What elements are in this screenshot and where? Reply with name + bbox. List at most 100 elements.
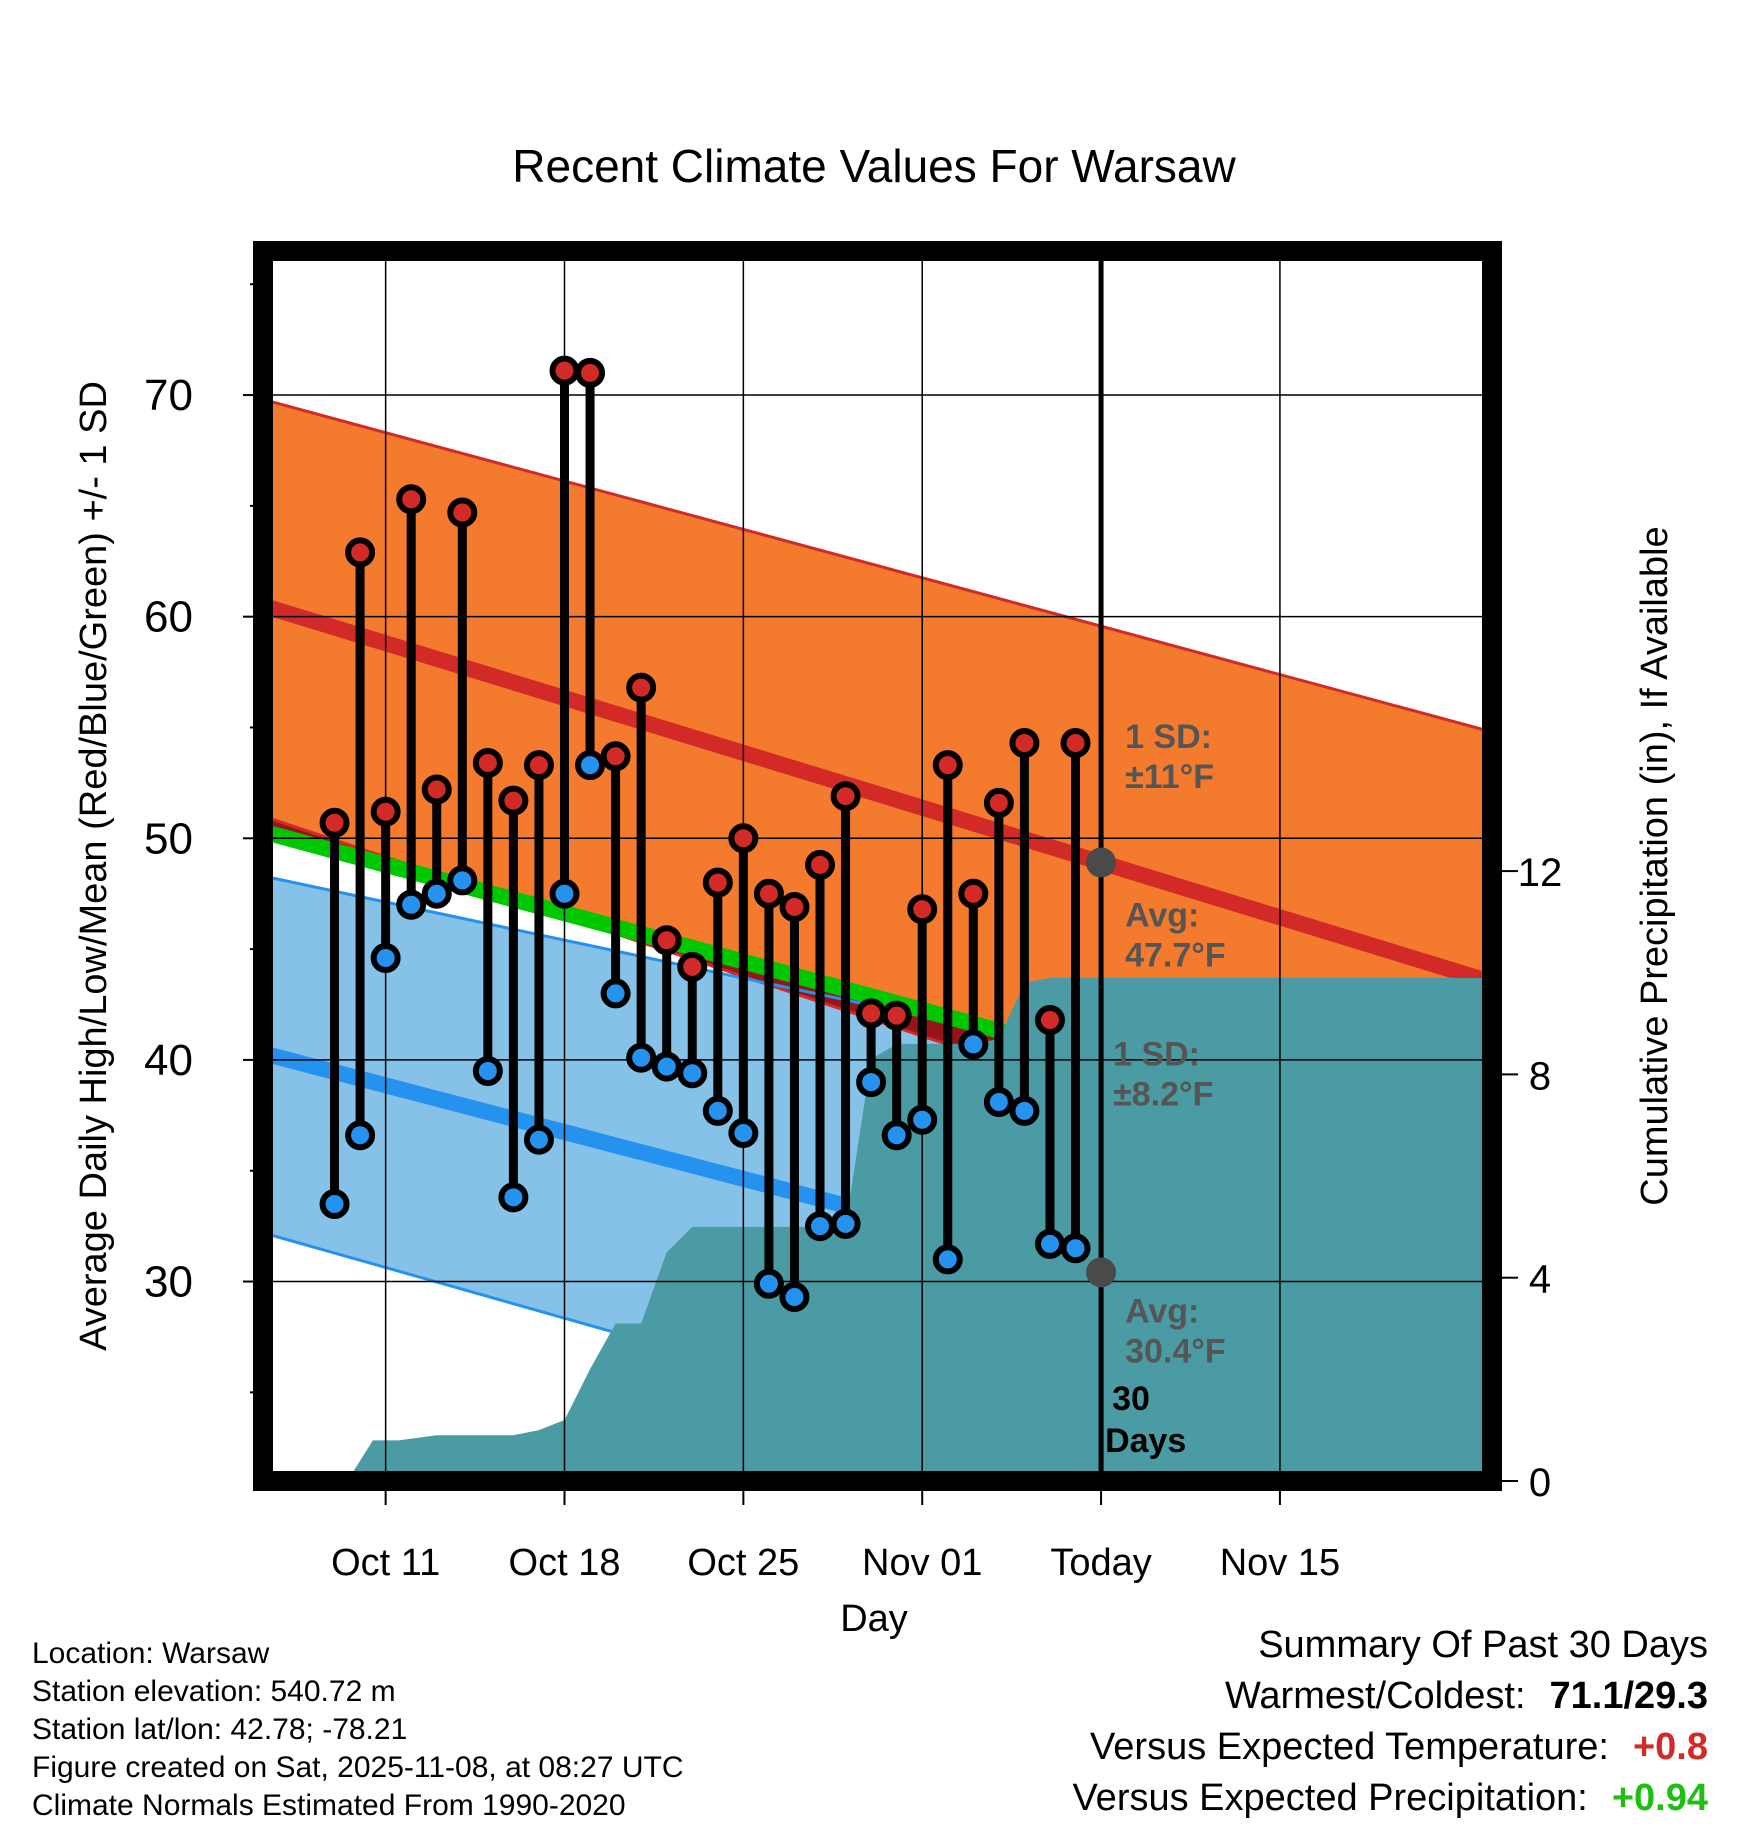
daily-high-marker xyxy=(728,823,759,854)
y-tick-label: 70 xyxy=(144,371,193,420)
low-avg-value-annotation: 30.4°F xyxy=(1125,1332,1226,1370)
daily-high-marker xyxy=(472,747,503,778)
daily-low-marker xyxy=(983,1087,1014,1118)
daily-high-marker xyxy=(753,878,784,909)
today-high-normal-marker xyxy=(1086,847,1117,878)
daily-low-marker xyxy=(753,1268,784,1299)
today-low-normal-marker xyxy=(1086,1257,1117,1288)
daily-low-marker xyxy=(907,1104,938,1135)
station-elevation: Station elevation: 540.72 m xyxy=(32,1675,396,1708)
daily-high-marker xyxy=(345,537,376,568)
daily-high-marker xyxy=(1009,728,1040,758)
climate-normals-period: Climate Normals Estimated From 1990-2020 xyxy=(32,1789,626,1822)
temp-departure-label: Versus Expected Temperature: xyxy=(1090,1726,1609,1768)
daily-high-marker xyxy=(447,497,478,528)
chart-title: Recent Climate Values For Warsaw xyxy=(512,140,1236,192)
summary-warm-cold: Warmest/Coldest: 71.1/29.3 xyxy=(1072,1671,1708,1722)
daily-low-marker xyxy=(575,750,606,781)
daily-low-marker xyxy=(600,978,631,1009)
y-tick-label: 30 xyxy=(144,1258,193,1307)
daily-low-marker xyxy=(881,1120,912,1151)
summary-heading: Summary Of Past 30 Days xyxy=(1258,1624,1708,1666)
y-tick-label: 50 xyxy=(144,814,193,863)
x-axis-label: Day xyxy=(840,1598,908,1640)
daily-high-marker xyxy=(498,785,529,816)
y-tick-label: 60 xyxy=(144,593,193,642)
daily-high-marker xyxy=(1060,728,1091,758)
x-tick-label: Today xyxy=(1050,1542,1151,1584)
figure-created: Figure created on Sat, 2025-11-08, at 08… xyxy=(32,1751,684,1784)
warm-cold-label: Warmest/Coldest: xyxy=(1224,1675,1526,1717)
daily-high-marker xyxy=(983,787,1014,818)
temp-departure-value: +0.8 xyxy=(1632,1726,1708,1768)
daily-high-marker xyxy=(523,750,554,781)
daily-low-marker xyxy=(728,1118,759,1149)
daily-high-marker xyxy=(1034,1005,1065,1036)
daily-low-marker xyxy=(702,1095,733,1126)
daily-high-marker xyxy=(805,849,836,880)
station-latlon: Station lat/lon: 42.78; -78.21 xyxy=(32,1713,408,1746)
daily-high-marker xyxy=(932,750,963,781)
y2-tick-label: 12 xyxy=(1518,851,1563,895)
daily-high-marker xyxy=(651,925,682,956)
high-avg-value-annotation: 47.7°F xyxy=(1125,937,1226,975)
daily-low-marker xyxy=(651,1051,682,1082)
precip-departure-label: Versus Expected Precipitation: xyxy=(1072,1777,1588,1819)
high-sd-upper-line xyxy=(263,398,1492,734)
plot-frame xyxy=(253,241,1502,1491)
low-avg-annotation: Avg: xyxy=(1125,1292,1199,1330)
daily-low-marker xyxy=(472,1056,503,1086)
y2-tick-label: 4 xyxy=(1529,1258,1551,1302)
daily-low-marker xyxy=(345,1120,376,1151)
daily-high-marker xyxy=(370,796,401,827)
daily-low-marker xyxy=(677,1058,708,1089)
x-tick-label: Oct 25 xyxy=(687,1542,799,1584)
high-sd-annotation: 1 SD: xyxy=(1125,718,1212,756)
daily-high-marker xyxy=(881,1000,912,1031)
daily-low-marker xyxy=(319,1188,350,1219)
summary-precipitation: Versus Expected Precipitation: +0.94 xyxy=(1072,1773,1708,1824)
daily-high-marker xyxy=(319,807,350,838)
daily-low-marker xyxy=(958,1029,989,1060)
daily-high-marker xyxy=(830,781,861,812)
daily-low-marker xyxy=(779,1282,810,1313)
y-axis-label: Average Daily High/Low/Mean (Red/Blue/Gr… xyxy=(73,381,115,1351)
daily-low-marker xyxy=(932,1244,963,1275)
high-avg-annotation: Avg: xyxy=(1125,897,1199,935)
daily-low-marker xyxy=(830,1208,861,1239)
high-average-line xyxy=(263,597,1492,991)
daily-low-marker xyxy=(370,942,401,973)
daily-high-marker xyxy=(575,357,606,388)
daily-high-marker xyxy=(779,892,810,922)
daily-low-marker xyxy=(1009,1095,1040,1126)
daily-low-marker xyxy=(447,865,478,896)
daily-low-marker xyxy=(396,889,427,920)
daily-high-marker xyxy=(677,951,708,982)
y-tick-label: 40 xyxy=(144,1036,193,1085)
days-word-annotation: Days xyxy=(1105,1422,1186,1460)
daily-low-marker xyxy=(856,1067,887,1098)
x-tick-label: Nov 15 xyxy=(1220,1542,1340,1584)
daily-high-marker xyxy=(600,741,631,772)
daily-high-marker xyxy=(702,867,733,898)
low-sd-value-annotation: ±8.2°F xyxy=(1113,1075,1213,1113)
daily-high-marker xyxy=(421,774,452,805)
daily-low-marker xyxy=(1034,1228,1065,1259)
x-tick-label: Oct 18 xyxy=(509,1542,621,1584)
y2-axis-label: Cumulative Precipitation (in), If Availa… xyxy=(1634,526,1676,1205)
daily-high-marker xyxy=(907,894,938,925)
daily-low-marker xyxy=(626,1042,657,1073)
daily-low-marker xyxy=(1060,1233,1091,1264)
y2-tick-label: 8 xyxy=(1529,1054,1551,1098)
daily-low-marker xyxy=(498,1182,529,1213)
precip-departure-value: +0.94 xyxy=(1611,1777,1708,1819)
summary-panel: Summary Of Past 30 Days Warmest/Coldest:… xyxy=(1072,1620,1708,1824)
daily-low-marker xyxy=(523,1124,554,1155)
daily-high-marker xyxy=(856,998,887,1029)
x-tick-label: Oct 11 xyxy=(331,1542,440,1584)
days-count-annotation: 30 xyxy=(1112,1380,1150,1418)
daily-low-marker xyxy=(805,1211,836,1242)
summary-temperature: Versus Expected Temperature: +0.8 xyxy=(1072,1722,1708,1773)
low-sd-annotation: 1 SD: xyxy=(1113,1035,1200,1073)
